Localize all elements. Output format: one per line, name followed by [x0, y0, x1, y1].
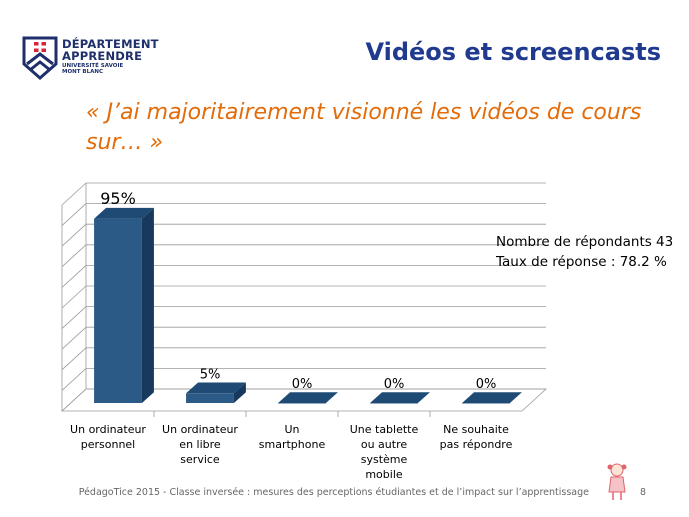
category-label: système [361, 453, 408, 466]
bar-side [233, 382, 246, 403]
question-text: « J’ai majoritairement visionné les vidé… [86, 100, 642, 155]
data-label: 5% [200, 368, 221, 383]
bar-front [278, 403, 326, 404]
page-number: 8 [640, 487, 647, 498]
logo-line4: MONT BLANC [62, 69, 104, 75]
data-label: 0% [292, 377, 313, 392]
category-label: Un ordinateur [162, 423, 238, 436]
category-label: ou autre [361, 438, 408, 451]
category-label: Un [284, 423, 299, 436]
bar-top [94, 207, 154, 219]
data-label: 0% [476, 377, 497, 392]
bar-top [462, 392, 522, 403]
side-gridline [61, 368, 87, 391]
category-label: Une tablette [350, 423, 419, 436]
category-label: Ne souhaite [443, 423, 509, 436]
footer-text: PédagoTice 2015 - Classe inversée : mesu… [78, 487, 589, 498]
bar-top [370, 392, 430, 403]
category-label: smartphone [259, 438, 326, 451]
slide-title: Vidéos et screencasts [365, 38, 661, 66]
category-label: pas répondre [440, 438, 513, 451]
logo-line1: DÉPARTEMENT [62, 37, 159, 51]
data-label: 95% [100, 189, 136, 208]
department-logo: DÉPARTEMENT APPRENDRE UNIVERSITÉ SAVOIE … [22, 34, 162, 82]
side-gridline [61, 244, 87, 268]
category-label: mobile [365, 468, 403, 481]
mascot-doll-icon [607, 463, 627, 500]
bar-front [370, 403, 418, 404]
side-gridline [61, 347, 87, 371]
side-gridline [61, 285, 87, 309]
category-label: service [180, 453, 220, 466]
survey-info: Nombre de répondants 43 Taux de réponse … [496, 232, 673, 272]
bar-front [94, 218, 142, 403]
response-rate: Taux de réponse : 78.2 % [496, 254, 667, 270]
category-label: personnel [81, 438, 136, 451]
data-label: 0% [384, 377, 405, 392]
category-label: Un ordinateur [70, 423, 146, 436]
respondents-count: Nombre de répondants 43 [496, 234, 674, 250]
logo-line2: APPRENDRE [62, 49, 143, 63]
bar-front [186, 393, 234, 403]
side-gridline [61, 326, 87, 350]
chart-floor [60, 388, 548, 412]
side-gridline [61, 265, 87, 288]
side-gridline [61, 182, 87, 206]
bar-front [462, 403, 510, 404]
side-gridline [61, 203, 87, 226]
side-gridline [61, 306, 87, 329]
bar-top [186, 382, 246, 394]
logo-line3: UNIVERSITÉ SAVOIE [62, 63, 124, 69]
side-gridline [61, 223, 87, 247]
shield-logo-icon [22, 36, 58, 80]
bar-side [141, 207, 154, 403]
category-label: en libre [179, 438, 221, 451]
bar-top [278, 392, 338, 403]
